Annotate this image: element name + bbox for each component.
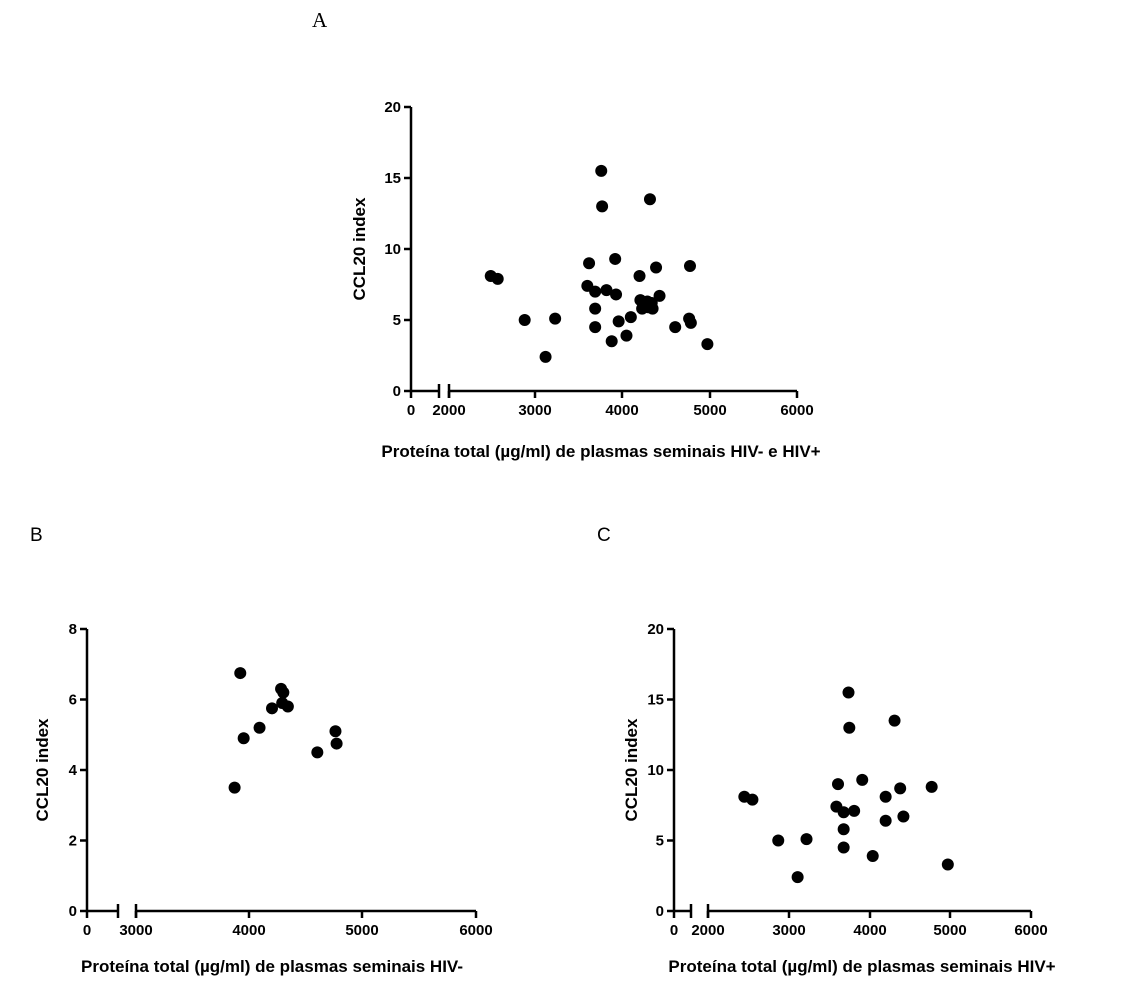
panel-b-y-tick-label: 0 [69, 903, 77, 920]
panel-c-x-axis-title: Proteína total (µg/ml) de plasmas semina… [668, 957, 1055, 976]
panel-a-data-point [605, 335, 618, 348]
panel-a-data-point [539, 350, 552, 363]
panel-c-data-point [832, 778, 845, 791]
panel-a-x-tick-label: 3000 [518, 402, 551, 419]
panel-c-data-point [842, 686, 855, 699]
panel-c-data-point [941, 858, 954, 871]
panel-a-data-point [518, 314, 531, 326]
panel-b-y-tick-label: 2 [69, 833, 77, 850]
panel-a-data-point [589, 321, 602, 334]
panel-a-y-tick-label: 20 [384, 99, 401, 116]
panel-b-x-tick-label: 6000 [459, 922, 492, 939]
panel-a-data-point [653, 289, 666, 302]
panel-c-data-point [848, 804, 861, 817]
panel-c-data-point [791, 871, 804, 884]
panel-a-data-point [583, 257, 596, 270]
panel-c-data-point [894, 782, 907, 795]
panel-a-data-point [683, 260, 696, 273]
panel-c-x-tick-label: 2000 [691, 922, 724, 939]
panel-c-data-point [879, 814, 892, 827]
panel-c-label: C [597, 525, 611, 546]
panel-b-data-point [253, 721, 266, 734]
panel-c-x-tick-label: 3000 [772, 922, 805, 939]
panel-b-label: B [30, 525, 43, 546]
panel-c-y-tick-label: 0 [656, 903, 664, 920]
panel-c-x-tick-label: 6000 [1014, 922, 1047, 939]
panel-c-y-tick-label: 5 [656, 833, 664, 850]
panel-a-data-point [633, 269, 646, 282]
panel-c-data-point [897, 810, 910, 823]
panel-a-data-point [589, 302, 602, 315]
panel-b-data-point [228, 781, 241, 794]
panel-a-x-axis-title: Proteína total (µg/ml) de plasmas semina… [381, 442, 820, 461]
panel-a-y-tick-label: 5 [393, 312, 401, 329]
panel-a-x-tick-label: 0 [407, 402, 415, 419]
panel-b-y-tick-label: 4 [69, 762, 78, 779]
panel-c-data-point [888, 714, 901, 727]
panel-c-data-point [866, 850, 879, 863]
panel-b-y-axis-title: CCL20 index [33, 718, 52, 822]
panel-a-data-point [624, 311, 637, 324]
panel-c-x-tick-label: 5000 [933, 922, 966, 939]
panel-c-y-tick-label: 10 [647, 762, 664, 779]
panel-a-y-tick-label: 10 [384, 241, 401, 258]
panel-c-data-point [837, 841, 850, 854]
panel-a-data-point [650, 261, 663, 274]
panel-b-data-point [234, 667, 247, 680]
panel-a-data-point [669, 321, 682, 334]
panel-a-data-point [549, 312, 562, 325]
panel-c-data-point [925, 780, 938, 793]
panel-a-y-axis-title: CCL20 index [350, 197, 369, 301]
panel-a-data-point [643, 193, 656, 206]
panel-a-x-tick-label: 2000 [432, 402, 465, 419]
panel-b-data-point [311, 746, 324, 759]
panel-a-data-point [595, 164, 608, 177]
panel-a-data-point [609, 252, 622, 265]
panel-b-x-tick-label: 0 [83, 922, 91, 939]
panel-c-data-point [772, 834, 785, 847]
panel-b-x-tick-label: 5000 [345, 922, 378, 939]
panel-b-data-point [330, 737, 343, 750]
panel-c-data-point [843, 721, 856, 734]
panel-b-x-tick-label: 4000 [232, 922, 265, 939]
panel-c-data-point [879, 790, 892, 803]
panel-c-x-tick-label: 4000 [853, 922, 886, 939]
panel-a-y-tick-label: 0 [393, 383, 401, 400]
panel-b-x-tick-label: 3000 [119, 922, 152, 939]
panel-a-y-tick-label: 15 [384, 170, 401, 187]
panel-c-y-tick-label: 15 [647, 692, 664, 709]
panel-b-data-point [237, 732, 250, 745]
panel-b-data-point [281, 700, 294, 713]
panel-a-data-point [701, 338, 714, 351]
panel-b-y-tick-label: 8 [69, 621, 77, 638]
panel-b-data-point [277, 686, 290, 699]
panel-b-x-axis-title: Proteína total (µg/ml) de plasmas semina… [81, 957, 463, 976]
panel-a-x-tick-label: 4000 [605, 402, 638, 419]
panel-c-data-point [837, 806, 850, 819]
panel-c-x-tick-label: 0 [670, 922, 678, 939]
panel-a-x-tick-label: 6000 [780, 402, 813, 419]
panel-a-data-point [646, 302, 659, 315]
panel-c-y-tick-label: 20 [647, 621, 664, 638]
panel-a-data-point [596, 200, 609, 213]
panel-b-data-point [329, 725, 342, 738]
panel-a-data-point [684, 316, 697, 329]
panel-b-y-tick-label: 6 [69, 692, 77, 709]
panel-a-label: A [312, 8, 328, 32]
panel-c-data-point [800, 833, 813, 846]
panel-b-data-point [266, 702, 278, 715]
panel-c-y-axis-title: CCL20 index [622, 718, 641, 822]
panel-a-data-point [600, 284, 613, 297]
panel-c-data-point [837, 823, 850, 836]
panel-a-data-point [610, 288, 623, 301]
panel-a-x-tick-label: 5000 [693, 402, 726, 419]
panel-a-data-point [491, 272, 504, 285]
panel-c-data-point [856, 773, 869, 786]
panel-a-data-point [589, 285, 602, 298]
panel-a-data-point [620, 329, 633, 342]
panel-c-data-point [746, 793, 759, 806]
panel-a-data-point [612, 315, 625, 328]
